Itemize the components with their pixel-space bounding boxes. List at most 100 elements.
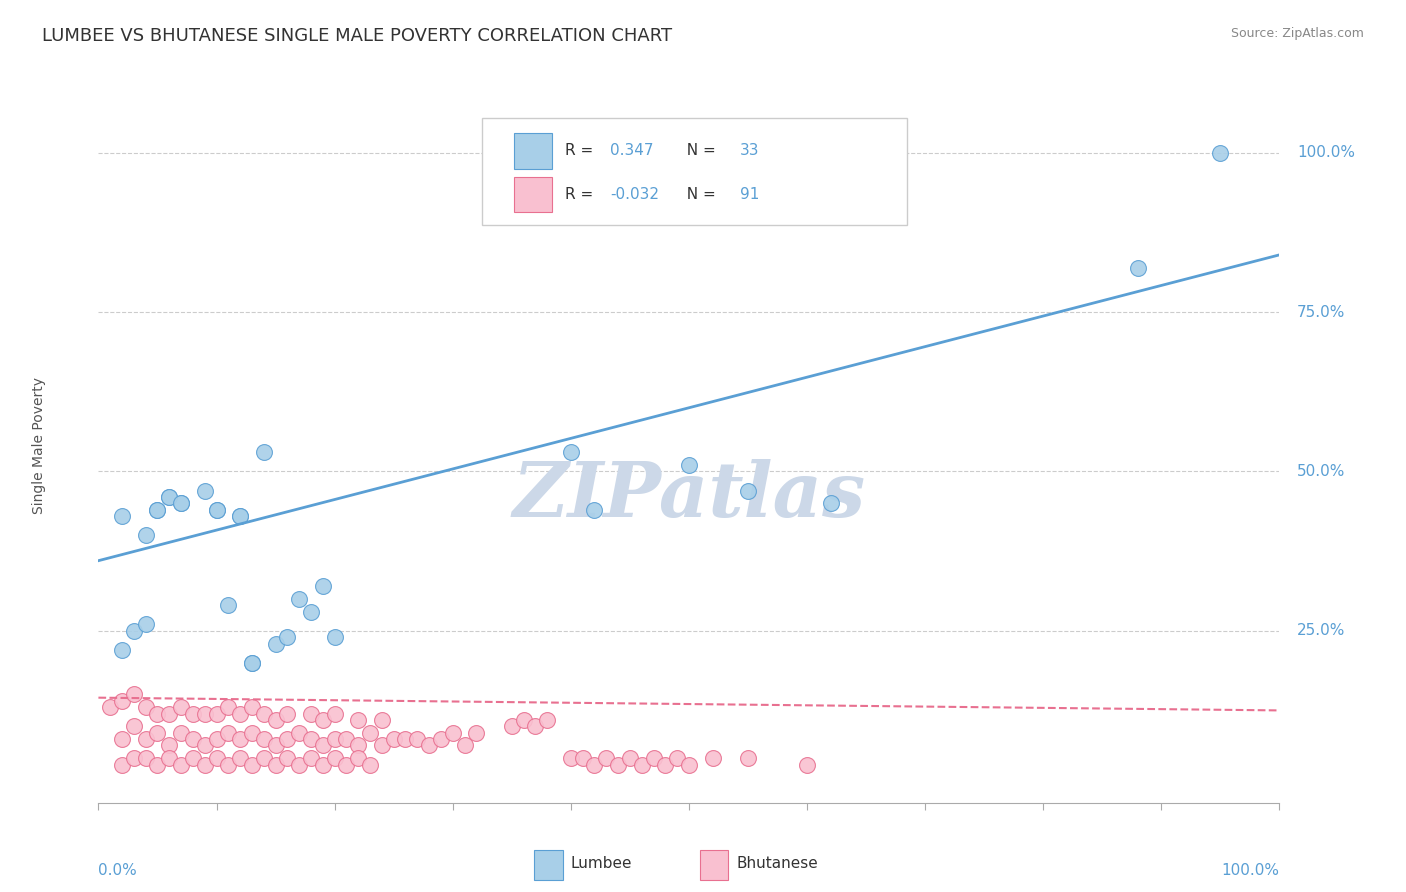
Point	[157, 739, 180, 753]
Text: Single Male Poverty: Single Male Poverty	[32, 377, 46, 515]
Point	[98, 700, 121, 714]
Point	[217, 700, 239, 714]
Point	[205, 751, 228, 765]
Point	[229, 751, 252, 765]
Point	[229, 509, 252, 524]
Text: Bhutanese: Bhutanese	[737, 856, 818, 871]
Point	[146, 725, 169, 739]
Point	[737, 483, 759, 498]
Point	[157, 490, 180, 504]
Point	[560, 751, 582, 765]
Text: Lumbee: Lumbee	[571, 856, 633, 871]
Point	[170, 700, 193, 714]
Point	[430, 732, 453, 747]
Point	[240, 725, 263, 739]
Point	[146, 706, 169, 721]
FancyBboxPatch shape	[482, 118, 907, 225]
Point	[678, 757, 700, 772]
Point	[607, 757, 630, 772]
Point	[288, 725, 311, 739]
Point	[240, 757, 263, 772]
Point	[135, 528, 157, 542]
Point	[157, 751, 180, 765]
Point	[512, 713, 534, 727]
Point	[170, 757, 193, 772]
Point	[217, 725, 239, 739]
Point	[181, 732, 204, 747]
Point	[194, 483, 217, 498]
Point	[122, 688, 145, 702]
Point	[583, 757, 606, 772]
Point	[323, 706, 346, 721]
Point	[111, 732, 134, 747]
Point	[229, 509, 252, 524]
FancyBboxPatch shape	[515, 177, 553, 212]
Point	[737, 751, 759, 765]
Point	[122, 719, 145, 733]
Point	[157, 490, 180, 504]
Point	[312, 713, 335, 727]
Text: 0.0%: 0.0%	[98, 863, 138, 879]
Text: 100.0%: 100.0%	[1298, 145, 1355, 161]
Point	[441, 725, 464, 739]
Point	[571, 751, 593, 765]
Point	[394, 732, 416, 747]
Text: R =: R =	[565, 187, 598, 202]
Point	[465, 725, 488, 739]
Text: 33: 33	[740, 144, 759, 159]
Point	[276, 732, 298, 747]
Text: LUMBEE VS BHUTANESE SINGLE MALE POVERTY CORRELATION CHART: LUMBEE VS BHUTANESE SINGLE MALE POVERTY …	[42, 27, 672, 45]
Point	[312, 579, 335, 593]
Point	[181, 751, 204, 765]
Text: ZIPatlas: ZIPatlas	[512, 459, 866, 533]
Point	[276, 751, 298, 765]
Point	[299, 706, 322, 721]
Point	[253, 751, 276, 765]
Text: 0.347: 0.347	[610, 144, 654, 159]
Text: -0.032: -0.032	[610, 187, 659, 202]
Text: 100.0%: 100.0%	[1222, 863, 1279, 879]
Point	[678, 458, 700, 472]
Point	[347, 739, 370, 753]
Point	[371, 713, 394, 727]
Point	[264, 757, 287, 772]
Point	[406, 732, 429, 747]
Point	[312, 757, 335, 772]
Text: N =: N =	[678, 144, 721, 159]
Point	[135, 732, 157, 747]
Point	[335, 732, 357, 747]
Point	[382, 732, 405, 747]
Point	[288, 757, 311, 772]
Point	[299, 732, 322, 747]
Point	[702, 751, 724, 765]
Point	[205, 502, 228, 516]
Point	[288, 591, 311, 606]
Point	[299, 605, 322, 619]
Point	[820, 496, 842, 510]
Point	[312, 739, 335, 753]
Point	[122, 751, 145, 765]
Point	[111, 694, 134, 708]
Point	[583, 502, 606, 516]
Point	[240, 700, 263, 714]
FancyBboxPatch shape	[515, 133, 553, 169]
Point	[111, 643, 134, 657]
Point	[666, 751, 689, 765]
Point	[359, 725, 381, 739]
Text: R =: R =	[565, 144, 598, 159]
Point	[453, 739, 475, 753]
Point	[135, 700, 157, 714]
Point	[264, 739, 287, 753]
Point	[194, 739, 217, 753]
Point	[654, 757, 676, 772]
Point	[122, 624, 145, 638]
Point	[146, 757, 169, 772]
Point	[111, 757, 134, 772]
Point	[229, 732, 252, 747]
Text: 91: 91	[740, 187, 759, 202]
Point	[323, 630, 346, 644]
Point	[560, 445, 582, 459]
Point	[418, 739, 440, 753]
Text: Source: ZipAtlas.com: Source: ZipAtlas.com	[1230, 27, 1364, 40]
Text: 50.0%: 50.0%	[1298, 464, 1346, 479]
